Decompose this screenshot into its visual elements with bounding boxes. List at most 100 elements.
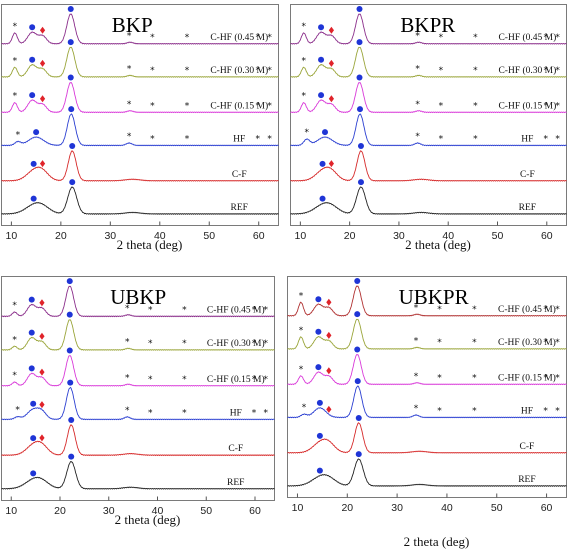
diamond-peak-marker [326, 298, 332, 306]
trace-c-hf-0-45-m [1, 13, 279, 45]
x-tick-label: 10 [292, 502, 304, 514]
trace-label: HF [521, 134, 533, 144]
cellulose-peak-marker [356, 106, 363, 113]
asterisk-peak-marker: * [182, 408, 187, 418]
x-tick-label: 50 [491, 502, 503, 514]
asterisk-peak-marker: * [473, 101, 478, 111]
trace-label: C-F [520, 442, 535, 452]
trace-label: C-HF (0.15 M) [207, 374, 265, 385]
trace-label: C-HF (0.30 M) [207, 338, 265, 349]
trace-ref [1, 186, 279, 215]
asterisk-peak-marker: * [555, 66, 560, 76]
asterisk-peak-marker: * [185, 66, 190, 76]
asterisk-peak-marker: * [255, 33, 260, 43]
asterisk-peak-marker: * [472, 305, 477, 315]
cellulose-peak-marker [68, 106, 75, 113]
x-tick-label: 60 [249, 505, 261, 517]
asterisk-peak-marker: * [185, 33, 190, 43]
trace-hf [1, 386, 275, 421]
x-tick-label: 40 [152, 505, 164, 517]
asterisk-peak-marker: * [543, 338, 548, 348]
trace-ref [287, 458, 567, 487]
asterisk-peak-marker: * [16, 130, 21, 140]
asterisk-peak-marker: * [439, 101, 444, 111]
cellulose-peak-marker [66, 347, 73, 354]
trace-label: C-HF (0.45 M) [498, 32, 556, 43]
cellulose-peak-marker [315, 296, 322, 303]
diamond-peak-marker [326, 367, 332, 375]
cellulose-peak-marker [69, 142, 76, 149]
asterisk-peak-marker: * [439, 66, 444, 76]
cellulose-peak-marker [28, 365, 35, 372]
x-tick-label: 50 [200, 505, 212, 517]
diamond-peak-marker [39, 401, 45, 409]
asterisk-peak-marker: * [125, 406, 130, 416]
asterisk-peak-marker: * [302, 22, 307, 32]
trace-c-hf-0-30-m [290, 46, 567, 78]
asterisk-peak-marker: * [473, 66, 478, 76]
x-tick-label: 60 [541, 230, 553, 242]
asterisk-peak-marker: * [182, 375, 187, 385]
asterisk-peak-marker: * [302, 403, 307, 413]
asterisk-peak-marker: * [543, 373, 548, 383]
x-axis-label: 2 theta (deg) [117, 237, 183, 252]
xrd-chart-svg: 10 20 30 40 50 60 2 theta (deg) BKP REF C-F HF * * * *… [1, 4, 279, 252]
panel-ubkp: 10 20 30 40 50 60 2 theta (deg) UBKP REF C-F HF * * *… [1, 276, 276, 529]
panel-title: UBKPR [399, 285, 469, 309]
cellulose-peak-marker [318, 24, 325, 31]
x-axis-label: 2 theta (deg) [405, 237, 471, 252]
trace-label: C-HF (0.15 M) [498, 100, 556, 111]
asterisk-peak-marker: * [414, 404, 419, 414]
asterisk-peak-marker: * [267, 66, 272, 76]
x-tick-label: 10 [295, 230, 307, 242]
asterisk-peak-marker: * [150, 33, 155, 43]
asterisk-peak-marker: * [252, 375, 257, 385]
asterisk-peak-marker: * [125, 337, 130, 347]
x-tick-label: 30 [103, 505, 115, 517]
diamond-peak-marker [328, 95, 335, 103]
asterisk-peak-marker: * [299, 365, 304, 375]
cellulose-peak-marker [30, 470, 37, 477]
trace-c-hf-0-15-m [1, 82, 279, 114]
x-tick-label: 30 [104, 230, 116, 242]
diamond-peak-marker [39, 299, 45, 307]
asterisk-peak-marker: * [415, 132, 420, 142]
asterisk-peak-marker: * [127, 65, 132, 75]
x-tick-label: 20 [344, 230, 356, 242]
diamond-peak-marker [39, 368, 45, 376]
trace-label: C-HF (0.45 M) [210, 32, 268, 43]
plot-frame [1, 276, 275, 501]
asterisk-peak-marker: * [125, 304, 130, 314]
trace-label: C-HF (0.30 M) [210, 65, 268, 76]
asterisk-peak-marker: * [150, 66, 155, 76]
asterisk-peak-marker: * [414, 372, 419, 382]
cellulose-peak-marker [354, 277, 361, 284]
asterisk-peak-marker: * [414, 337, 419, 347]
asterisk-peak-marker: * [555, 33, 560, 43]
trace-c-hf-0-45-m [1, 285, 275, 318]
asterisk-peak-marker: * [555, 373, 560, 383]
asterisk-peak-marker: * [472, 338, 477, 348]
panel-ubkpr: 10 20 30 40 50 60 2 theta (deg) UBKPR REF C-F HF * *… [287, 276, 567, 551]
asterisk-peak-marker: * [415, 65, 420, 75]
asterisk-peak-marker: * [185, 101, 190, 111]
asterisk-peak-marker: * [263, 305, 268, 315]
x-axis-label: 2 theta (deg) [115, 512, 181, 527]
x-tick-label: 50 [203, 230, 215, 242]
asterisk-peak-marker: * [544, 66, 549, 76]
cellulose-peak-marker [30, 160, 37, 167]
cellulose-peak-marker [322, 129, 328, 136]
asterisk-peak-marker: * [263, 339, 268, 349]
diamond-peak-marker [39, 332, 45, 340]
asterisk-peak-marker: * [415, 100, 420, 110]
asterisk-peak-marker: * [302, 56, 307, 66]
asterisk-peak-marker: * [555, 134, 560, 144]
asterisk-peak-marker: * [150, 101, 155, 111]
plot-frame [1, 4, 279, 226]
cellulose-peak-marker [316, 432, 323, 439]
diamond-peak-marker [328, 26, 335, 34]
x-tick-label: 20 [54, 505, 66, 517]
cellulose-peak-marker [354, 346, 361, 353]
cellulose-peak-marker [66, 311, 73, 318]
